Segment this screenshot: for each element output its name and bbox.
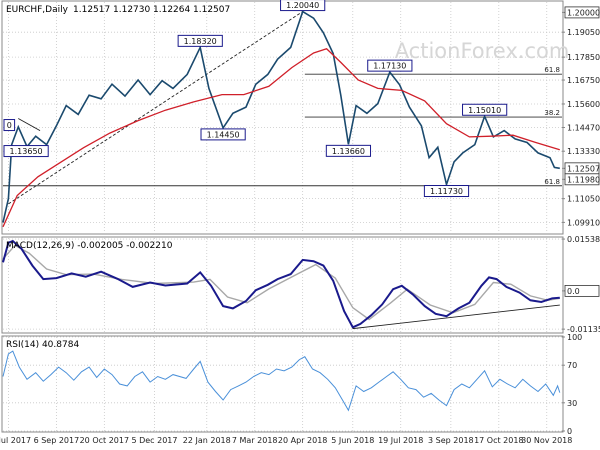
price-annotation-box bbox=[177, 34, 223, 47]
y-tick-label: 30 bbox=[567, 399, 577, 408]
x-tick-label: 7 Mar 2018 bbox=[232, 436, 278, 445]
macd-grid bbox=[3, 238, 562, 332]
x-tick-label: 3 Sep 2018 bbox=[428, 436, 474, 445]
x-tick-label: 19 Jul 2018 bbox=[378, 436, 423, 445]
y-tick-label: 1.11980 bbox=[567, 175, 600, 184]
y-tick-label: 1.12507 bbox=[567, 164, 600, 173]
watermark: ActionForex.com bbox=[395, 39, 570, 63]
y-tick-label: 0.015385 bbox=[567, 235, 600, 244]
price-trendline bbox=[18, 118, 41, 132]
price-annotation-label: 1.13650 bbox=[10, 147, 43, 156]
macd-panel: MACD(12,26,9) -0.002005 -0.002210 0.0153… bbox=[1, 235, 600, 334]
y-tick-highlight-box bbox=[564, 6, 600, 19]
x-tick-label: 20 Oct 2017 bbox=[80, 436, 129, 445]
macd-panel-frame bbox=[1, 236, 564, 334]
ohlc-close: 1.12507 bbox=[193, 5, 230, 15]
x-tick-label: 6 Sep 2017 bbox=[34, 436, 80, 445]
price-annotation-box bbox=[3, 145, 49, 158]
price-series-line bbox=[2, 10, 560, 223]
y-tick-label: 1.15600 bbox=[567, 100, 600, 109]
rsi-line bbox=[2, 350, 561, 412]
y-tick-label: 1.20000 bbox=[567, 8, 600, 17]
price-annotation-label: 1.14450 bbox=[207, 130, 240, 139]
y-tick-label: -0.011352 bbox=[567, 325, 600, 334]
rsi-grid bbox=[3, 336, 562, 432]
y-tick-label: 1.09910 bbox=[567, 218, 600, 227]
ohlc-open: 1.12517 bbox=[73, 5, 110, 15]
macd-y-axis: 0.015385 0.0 -0.011352 bbox=[562, 235, 600, 334]
price-panel: ActionForex.com 61.8 38.2 61.8 1.20040 1.18… bbox=[1, 0, 600, 235]
macd-trendline bbox=[352, 304, 560, 330]
price-annotation-box bbox=[200, 128, 246, 141]
price-annotation-label: 1.13660 bbox=[332, 147, 365, 156]
x-tick-label: 17 Oct 2018 bbox=[474, 436, 523, 445]
y-tick-highlight-box bbox=[564, 284, 600, 297]
fib-level-label: 61.8 bbox=[544, 178, 560, 186]
ohlc-low: 1.12264 bbox=[153, 5, 190, 15]
y-tick-label: 1.17850 bbox=[567, 53, 600, 62]
rsi-title: RSI(14) 40.8784 bbox=[6, 340, 79, 350]
price-annotation-label: 1.11730 bbox=[430, 187, 463, 196]
rsi-panel: RSI(14) 40.8784 100 70 30 0 bbox=[1, 333, 582, 436]
x-tick-label: 20 Apr 2018 bbox=[278, 436, 327, 445]
y-tick-label: 1.13330 bbox=[567, 147, 600, 156]
x-tick-label: 5 Dec 2017 bbox=[131, 436, 177, 445]
price-trendline bbox=[8, 11, 303, 205]
x-tick-label: 24 Jul 2017 bbox=[0, 436, 31, 445]
price-annotation-box bbox=[325, 144, 372, 157]
moving-average-line bbox=[2, 48, 560, 228]
macd-trendlines bbox=[352, 304, 560, 330]
x-tick-label: 30 Nov 2018 bbox=[521, 436, 572, 445]
price-annotation-label: 1.17130 bbox=[373, 62, 406, 71]
price-annotation-box bbox=[367, 59, 413, 72]
fib-level-label: 61.8 bbox=[544, 66, 560, 74]
y-tick-label: 1.11050 bbox=[567, 195, 600, 204]
y-tick-label: 1.16750 bbox=[567, 76, 600, 85]
price-annotation-box bbox=[280, 0, 326, 12]
y-tick-label: 70 bbox=[567, 361, 577, 370]
rsi-y-axis: 100 70 30 0 bbox=[562, 333, 582, 436]
y-tick-label: 100 bbox=[567, 333, 582, 342]
price-annotation-label: 0 bbox=[7, 121, 12, 130]
price-trendlines bbox=[8, 11, 303, 205]
price-annotation-label: 1.20040 bbox=[286, 1, 319, 10]
rsi-panel-frame bbox=[1, 335, 564, 433]
x-tick-label: 22 Jan 2018 bbox=[183, 436, 231, 445]
ohlc-high: 1.12730 bbox=[113, 5, 150, 15]
price-annotation-box bbox=[462, 103, 508, 116]
fib-level-label: 38.2 bbox=[544, 109, 560, 117]
price-y-axis: 1.20000 1.19050 1.17850 1.16750 1.15600 1.144… bbox=[562, 6, 600, 227]
x-tick-label: 5 Jun 2018 bbox=[331, 436, 374, 445]
y-tick-label: 1.14470 bbox=[567, 123, 600, 132]
price-annotation-box bbox=[3, 119, 16, 132]
macd-title: MACD(12,26,9) -0.002005 -0.002210 bbox=[6, 241, 173, 251]
y-tick-label: 1.19050 bbox=[567, 28, 600, 37]
price-annotation-label: 1.18320 bbox=[184, 37, 217, 46]
y-tick-label: 0.0 bbox=[567, 287, 580, 296]
y-tick-label: 0 bbox=[567, 427, 572, 436]
macd-line bbox=[2, 239, 560, 329]
price-annotation-label: 1.15010 bbox=[468, 106, 501, 115]
y-tick-highlight-box bbox=[564, 173, 600, 186]
price-annotations: 1.20040 1.18320 1.14450 1.17130 1.13660 1.150… bbox=[3, 0, 508, 198]
price-title: EURCHF,Daily bbox=[6, 5, 69, 15]
price-annotation-box bbox=[423, 185, 470, 198]
